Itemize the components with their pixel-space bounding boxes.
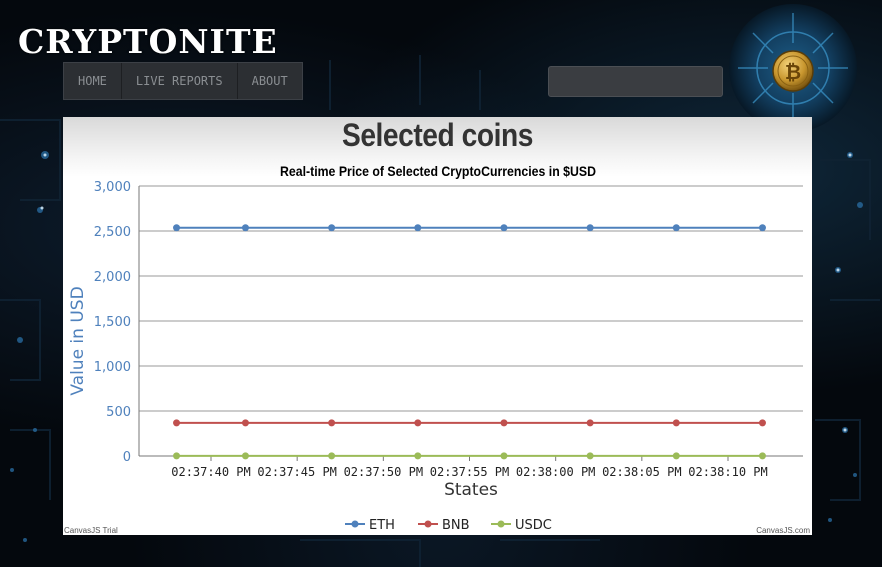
data-point-bnb[interactable]	[414, 419, 422, 427]
data-point-eth[interactable]	[414, 224, 422, 232]
data-point-usdc[interactable]	[672, 452, 680, 460]
data-point-usdc[interactable]	[586, 452, 594, 460]
svg-text:₿: ₿	[785, 60, 801, 84]
main-nav: HOME LIVE REPORTS ABOUT	[63, 62, 303, 100]
chart-panel: Selected coins Real-time Price of Select…	[63, 117, 812, 535]
legend-item-eth[interactable]: ETH	[345, 518, 395, 533]
data-point-bnb[interactable]	[173, 419, 181, 427]
bitcoin-badge-image: ₿	[728, 3, 858, 133]
y-tick-label: 2,000	[94, 270, 131, 285]
legend-point-marker	[497, 520, 505, 528]
canvasjs-link[interactable]: CanvasJS.com	[756, 526, 810, 535]
x-tick-label: 02:37:45 PM	[257, 465, 336, 479]
data-point-bnb[interactable]	[241, 419, 249, 427]
data-point-eth[interactable]	[328, 224, 336, 232]
y-tick-label: 1,500	[94, 315, 131, 330]
data-point-eth[interactable]	[758, 224, 766, 232]
y-tick-label: 1,000	[94, 360, 131, 375]
data-point-eth[interactable]	[500, 224, 508, 232]
x-tick-label: 02:37:50 PM	[344, 465, 423, 479]
y-tick-label: 500	[106, 405, 131, 420]
legend-point-marker	[351, 520, 359, 528]
data-point-eth[interactable]	[241, 224, 249, 232]
nav-home[interactable]: HOME	[64, 63, 122, 99]
legend-item-bnb[interactable]: BNB	[418, 518, 470, 533]
x-tick-label: 02:38:10 PM	[688, 465, 767, 479]
data-point-bnb[interactable]	[586, 419, 594, 427]
data-point-usdc[interactable]	[500, 452, 508, 460]
y-tick-label: 0	[123, 450, 131, 465]
data-point-bnb[interactable]	[672, 419, 680, 427]
x-tick-label: 02:37:40 PM	[171, 465, 250, 479]
x-tick-label: 02:38:00 PM	[516, 465, 595, 479]
panel-heading: Selected coins	[341, 117, 534, 153]
data-point-bnb[interactable]	[500, 419, 508, 427]
x-tick-label: 02:37:55 PM	[430, 465, 509, 479]
x-tick-label: 02:38:05 PM	[602, 465, 681, 479]
data-point-bnb[interactable]	[758, 419, 766, 427]
data-point-usdc[interactable]	[241, 452, 249, 460]
brand-logo[interactable]: CRYPTONITE	[18, 22, 278, 61]
legend-item-usdc[interactable]: USDC	[491, 518, 552, 533]
legend-label: ETH	[369, 518, 395, 533]
y-axis-label: Value in USD	[68, 286, 88, 395]
y-tick-label: 3,000	[94, 180, 131, 195]
legend-label: BNB	[442, 518, 470, 533]
data-point-bnb[interactable]	[328, 419, 336, 427]
legend-point-marker	[424, 520, 432, 528]
data-point-eth[interactable]	[672, 224, 680, 232]
data-point-usdc[interactable]	[414, 452, 422, 460]
x-axis-label: States	[444, 480, 498, 500]
chart-title: Real-time Price of Selected CryptoCurren…	[280, 163, 596, 179]
nav-live-reports[interactable]: LIVE REPORTS	[122, 63, 238, 99]
data-point-usdc[interactable]	[173, 452, 181, 460]
chart-legend: ETH BNB USDC	[345, 518, 552, 533]
nav-about[interactable]: ABOUT	[251, 74, 288, 88]
price-chart: Real-time Price of Selected CryptoCurren…	[68, 163, 803, 533]
data-point-eth[interactable]	[586, 224, 594, 232]
data-point-usdc[interactable]	[328, 452, 336, 460]
search-input[interactable]	[548, 66, 723, 97]
data-point-usdc[interactable]	[758, 452, 766, 460]
y-tick-label: 2,500	[94, 225, 131, 240]
data-point-eth[interactable]	[173, 224, 181, 232]
legend-label: USDC	[515, 518, 552, 533]
canvasjs-trial-label: CanvasJS Trial	[64, 526, 118, 535]
